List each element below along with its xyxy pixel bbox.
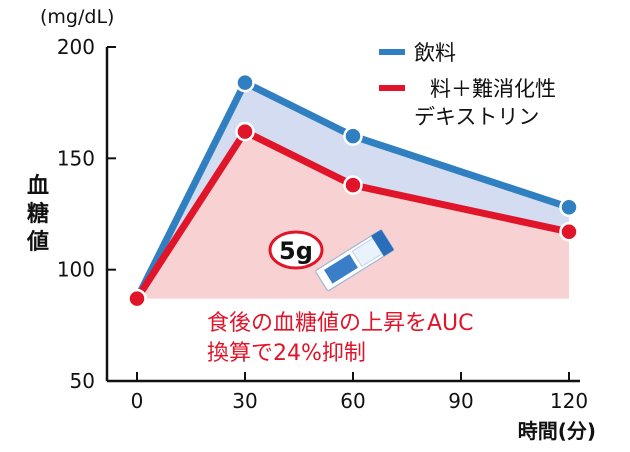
point-beverage-60 — [343, 126, 363, 146]
x-tick-label-120: 120 — [550, 389, 588, 413]
y-tick-label-200: 200 — [57, 35, 95, 59]
series-line-dextrin — [134, 128, 570, 301]
area-under-red-series — [137, 131, 569, 299]
result-annotation-line2: 換算で24%抑制 — [207, 341, 366, 366]
y-tick-label-50: 50 — [70, 369, 95, 393]
legend-label-dextrin-line1: 料＋難消化性 — [430, 77, 556, 101]
y-tick-label-150: 150 — [57, 146, 95, 170]
area-between-series — [137, 82, 569, 299]
y-unit-label: (mg/dL) — [40, 6, 114, 28]
point-dextrin-0 — [127, 288, 147, 309]
x-axis-title: 時間(分) — [518, 419, 596, 443]
point-dextrin-60 — [343, 175, 363, 195]
x-tick-label-60: 60 — [340, 389, 365, 413]
x-tick-label-0: 0 — [131, 389, 144, 413]
dose-badge-text: 5g — [279, 237, 313, 265]
result-annotation-line1: 食後の血糖値の上昇をAUC — [207, 311, 474, 336]
legend-label-beverage: 飲料 — [414, 41, 456, 65]
x-tick-label-90: 90 — [448, 389, 473, 413]
y-axis-title: 血糖値 — [26, 173, 49, 255]
point-dextrin-30 — [235, 121, 255, 142]
stick-pack-illustration — [315, 229, 394, 292]
series-line-beverage — [133, 79, 571, 301]
y-tick-label-100: 100 — [57, 258, 95, 282]
legend: 飲料 料＋難消化性 デキストリン — [379, 41, 556, 129]
point-beverage-120 — [559, 197, 579, 218]
point-beverage-30 — [235, 72, 255, 93]
svg-text:血糖値: 血糖値 — [26, 173, 49, 255]
legend-label-dextrin-line2: デキストリン — [414, 105, 539, 129]
point-dextrin-120 — [559, 222, 579, 242]
dose-badge: 5g — [268, 230, 324, 270]
x-tick-label-30: 30 — [232, 389, 257, 413]
